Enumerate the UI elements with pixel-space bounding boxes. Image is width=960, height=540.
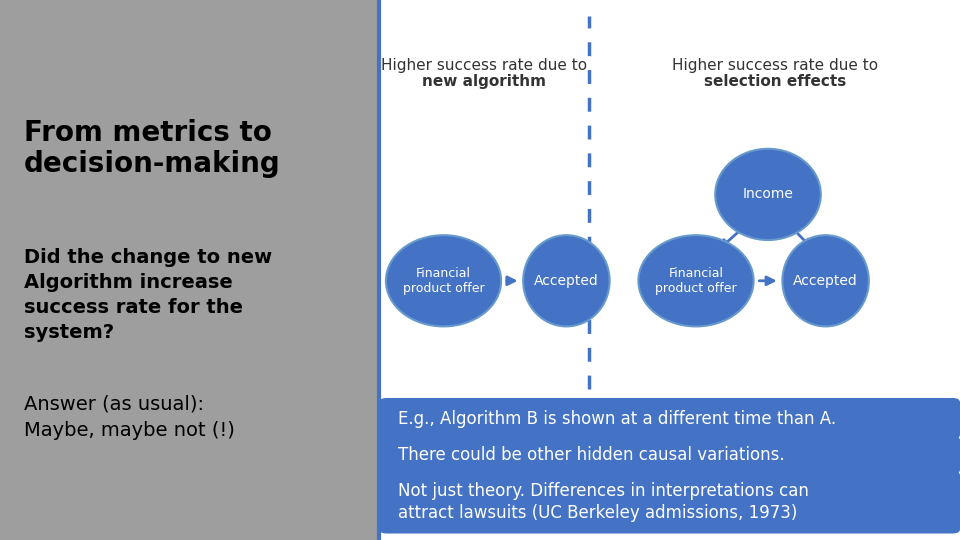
Text: E.g., Algorithm B is shown at a different time than A.: E.g., Algorithm B is shown at a differen…	[398, 409, 836, 428]
FancyBboxPatch shape	[379, 471, 960, 534]
Text: Answer (as usual):
Maybe, maybe not (!): Answer (as usual): Maybe, maybe not (!)	[24, 394, 235, 440]
FancyBboxPatch shape	[379, 398, 960, 439]
Ellipse shape	[782, 235, 869, 326]
Text: There could be other hidden causal variations.: There could be other hidden causal varia…	[398, 446, 785, 464]
Text: From metrics to
decision-making: From metrics to decision-making	[24, 119, 280, 178]
Ellipse shape	[523, 235, 610, 326]
Text: Higher success rate due to: Higher success rate due to	[672, 58, 877, 73]
FancyBboxPatch shape	[0, 0, 379, 540]
Text: new algorithm: new algorithm	[422, 74, 546, 89]
Text: Did the change to new
Algorithm increase
success rate for the
system?: Did the change to new Algorithm increase…	[24, 248, 272, 342]
Text: Financial
product offer: Financial product offer	[402, 267, 485, 295]
Text: Financial
product offer: Financial product offer	[655, 267, 737, 295]
Text: Accepted: Accepted	[534, 274, 599, 288]
Text: selection effects: selection effects	[704, 74, 846, 89]
FancyBboxPatch shape	[379, 436, 960, 474]
Text: Not just theory. Differences in interpretations can
attract lawsuits (UC Berkele: Not just theory. Differences in interpre…	[398, 482, 809, 522]
Ellipse shape	[715, 149, 821, 240]
Text: Income: Income	[743, 187, 793, 201]
Text: Higher success rate due to: Higher success rate due to	[381, 58, 588, 73]
Text: Accepted: Accepted	[793, 274, 858, 288]
Ellipse shape	[386, 235, 501, 326]
Ellipse shape	[638, 235, 754, 326]
